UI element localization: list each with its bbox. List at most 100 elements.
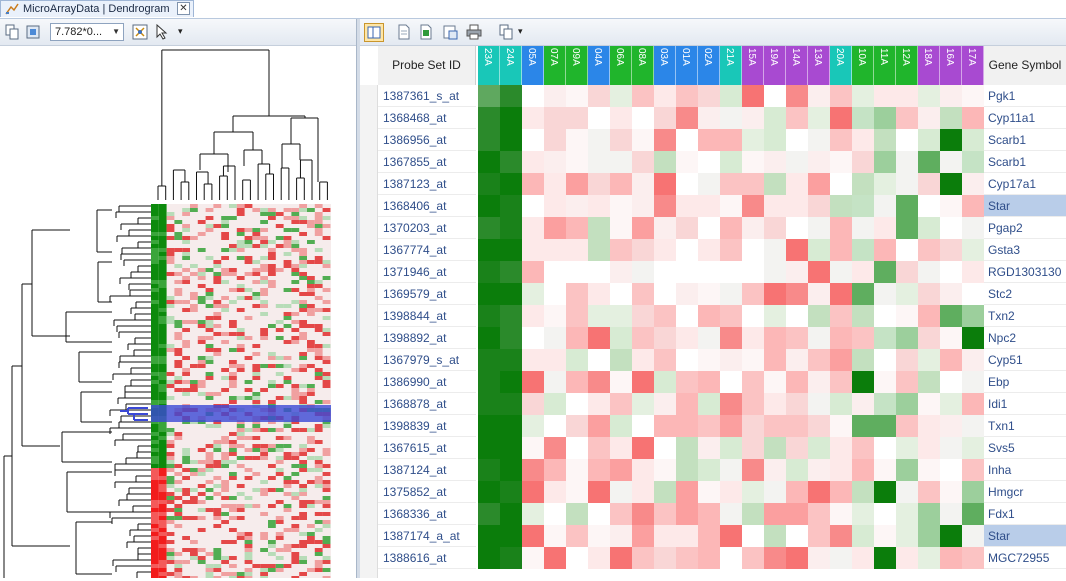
heatmap-cell[interactable] bbox=[698, 261, 720, 283]
heatmap-cell[interactable] bbox=[852, 261, 874, 283]
heatmap-cell[interactable] bbox=[786, 195, 808, 217]
heatmap-cell[interactable] bbox=[566, 239, 588, 261]
heatmap-cell[interactable] bbox=[918, 129, 940, 151]
heatmap-cell[interactable] bbox=[500, 393, 522, 415]
heatmap-cell[interactable] bbox=[962, 85, 984, 107]
heatmap-cell[interactable] bbox=[808, 547, 830, 569]
heatmap-cell[interactable] bbox=[764, 173, 786, 195]
heatmap-cell[interactable] bbox=[698, 283, 720, 305]
heatmap-cell[interactable] bbox=[676, 525, 698, 547]
heatmap-cell[interactable] bbox=[874, 503, 896, 525]
heatmap-cell[interactable] bbox=[566, 217, 588, 239]
heatmap-cell[interactable] bbox=[896, 151, 918, 173]
heatmap-cell[interactable] bbox=[654, 349, 676, 371]
heatmap-cell[interactable] bbox=[808, 217, 830, 239]
heatmap-cell[interactable] bbox=[500, 437, 522, 459]
heatmap-cell[interactable] bbox=[940, 305, 962, 327]
heatmap-cell[interactable] bbox=[698, 503, 720, 525]
heatmap-cell[interactable] bbox=[544, 459, 566, 481]
heatmap-cell[interactable] bbox=[874, 481, 896, 503]
column-header[interactable]: 18A bbox=[918, 46, 940, 85]
heatmap-cell[interactable] bbox=[786, 107, 808, 129]
heatmap-cell[interactable] bbox=[544, 481, 566, 503]
heatmap-cell[interactable] bbox=[918, 261, 940, 283]
heatmap-cell[interactable] bbox=[896, 547, 918, 569]
heatmap-cell[interactable] bbox=[940, 239, 962, 261]
heatmap-cell[interactable] bbox=[720, 107, 742, 129]
heatmap-cell[interactable] bbox=[654, 239, 676, 261]
heatmap-cell[interactable] bbox=[676, 173, 698, 195]
heatmap-cell[interactable] bbox=[874, 393, 896, 415]
heatmap-cell[interactable] bbox=[874, 217, 896, 239]
heatmap-cell[interactable] bbox=[962, 437, 984, 459]
heatmap-cell[interactable] bbox=[786, 305, 808, 327]
heatmap-cell[interactable] bbox=[742, 327, 764, 349]
heatmap-cell[interactable] bbox=[874, 173, 896, 195]
heatmap-cell[interactable] bbox=[830, 305, 852, 327]
heatmap-cell[interactable] bbox=[544, 305, 566, 327]
heatmap-cell[interactable] bbox=[962, 283, 984, 305]
dendrogram-chart[interactable] bbox=[0, 46, 356, 580]
heatmap-cell[interactable] bbox=[830, 393, 852, 415]
heatmap-cell[interactable] bbox=[676, 349, 698, 371]
heatmap-cell[interactable] bbox=[500, 503, 522, 525]
heatmap-cell[interactable] bbox=[940, 151, 962, 173]
heatmap-cell[interactable] bbox=[544, 239, 566, 261]
heatmap-cell[interactable] bbox=[940, 85, 962, 107]
heatmap-cell[interactable] bbox=[566, 305, 588, 327]
heatmap-cell[interactable] bbox=[654, 173, 676, 195]
heatmap-cell[interactable] bbox=[544, 547, 566, 569]
heatmap-cell[interactable] bbox=[676, 107, 698, 129]
heatmap-cell[interactable] bbox=[808, 129, 830, 151]
heatmap-cell[interactable] bbox=[786, 217, 808, 239]
heatmap-cell[interactable] bbox=[478, 129, 500, 151]
table-row-gene-symbol[interactable]: Scarb1 bbox=[984, 151, 1066, 173]
heatmap-cell[interactable] bbox=[588, 393, 610, 415]
heatmap-cell[interactable] bbox=[940, 481, 962, 503]
heatmap-cell[interactable] bbox=[698, 305, 720, 327]
table-row-probe-id[interactable]: 1367774_at bbox=[378, 239, 476, 261]
heatmap-cell[interactable] bbox=[830, 415, 852, 437]
heatmap-cell[interactable] bbox=[676, 503, 698, 525]
heatmap-cell[interactable] bbox=[764, 503, 786, 525]
heatmap-cell[interactable] bbox=[764, 393, 786, 415]
heatmap-cell[interactable] bbox=[786, 151, 808, 173]
heatmap-cell[interactable] bbox=[896, 305, 918, 327]
heatmap-cell[interactable] bbox=[808, 349, 830, 371]
heatmap-cell[interactable] bbox=[940, 459, 962, 481]
column-header[interactable]: 24A bbox=[500, 46, 522, 85]
heatmap-cell[interactable] bbox=[852, 415, 874, 437]
heatmap-cell[interactable] bbox=[830, 525, 852, 547]
heatmap-cell[interactable] bbox=[566, 349, 588, 371]
heatmap-cell[interactable] bbox=[874, 437, 896, 459]
heatmap-cell[interactable] bbox=[588, 261, 610, 283]
heatmap-cell[interactable] bbox=[676, 327, 698, 349]
heatmap-cell[interactable] bbox=[830, 437, 852, 459]
heatmap-cell[interactable] bbox=[940, 349, 962, 371]
heatmap-cell[interactable] bbox=[478, 85, 500, 107]
heatmap-cell[interactable] bbox=[500, 349, 522, 371]
heatmap-cell[interactable] bbox=[918, 107, 940, 129]
heatmap-cell[interactable] bbox=[940, 107, 962, 129]
heatmap-cell[interactable] bbox=[742, 151, 764, 173]
heatmap-cell[interactable] bbox=[852, 547, 874, 569]
heatmap-cell[interactable] bbox=[676, 261, 698, 283]
heatmap-cell[interactable] bbox=[478, 459, 500, 481]
table-row-gene-symbol[interactable]: Gsta3 bbox=[984, 239, 1066, 261]
heatmap-cell[interactable] bbox=[522, 481, 544, 503]
heatmap-cell[interactable] bbox=[896, 481, 918, 503]
heatmap-cell[interactable] bbox=[676, 437, 698, 459]
table-row-gene-symbol[interactable]: Txn2 bbox=[984, 305, 1066, 327]
heatmap-cell[interactable] bbox=[676, 547, 698, 569]
heatmap-cell[interactable] bbox=[874, 283, 896, 305]
heatmap-cell[interactable] bbox=[632, 261, 654, 283]
table-row-probe-id[interactable]: 1386956_at bbox=[378, 129, 476, 151]
heatmap-cell[interactable] bbox=[522, 415, 544, 437]
heatmap-cell[interactable] bbox=[610, 415, 632, 437]
column-header[interactable]: 19A bbox=[764, 46, 786, 85]
heatmap-cell[interactable] bbox=[874, 371, 896, 393]
heatmap-cell[interactable] bbox=[588, 85, 610, 107]
heatmap-cell[interactable] bbox=[478, 349, 500, 371]
heatmap-cell[interactable] bbox=[676, 151, 698, 173]
heatmap-cell[interactable] bbox=[808, 415, 830, 437]
